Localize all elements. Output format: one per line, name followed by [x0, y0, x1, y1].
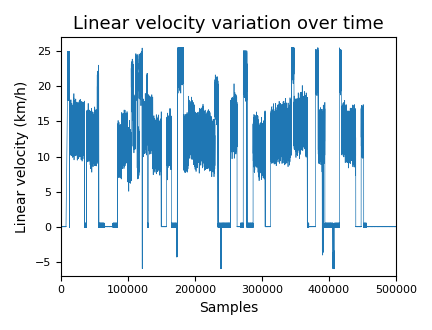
X-axis label: Samples: Samples [199, 301, 258, 315]
Title: Linear velocity variation over time: Linear velocity variation over time [73, 15, 384, 33]
Y-axis label: Linear velocity (km/h): Linear velocity (km/h) [15, 81, 29, 233]
